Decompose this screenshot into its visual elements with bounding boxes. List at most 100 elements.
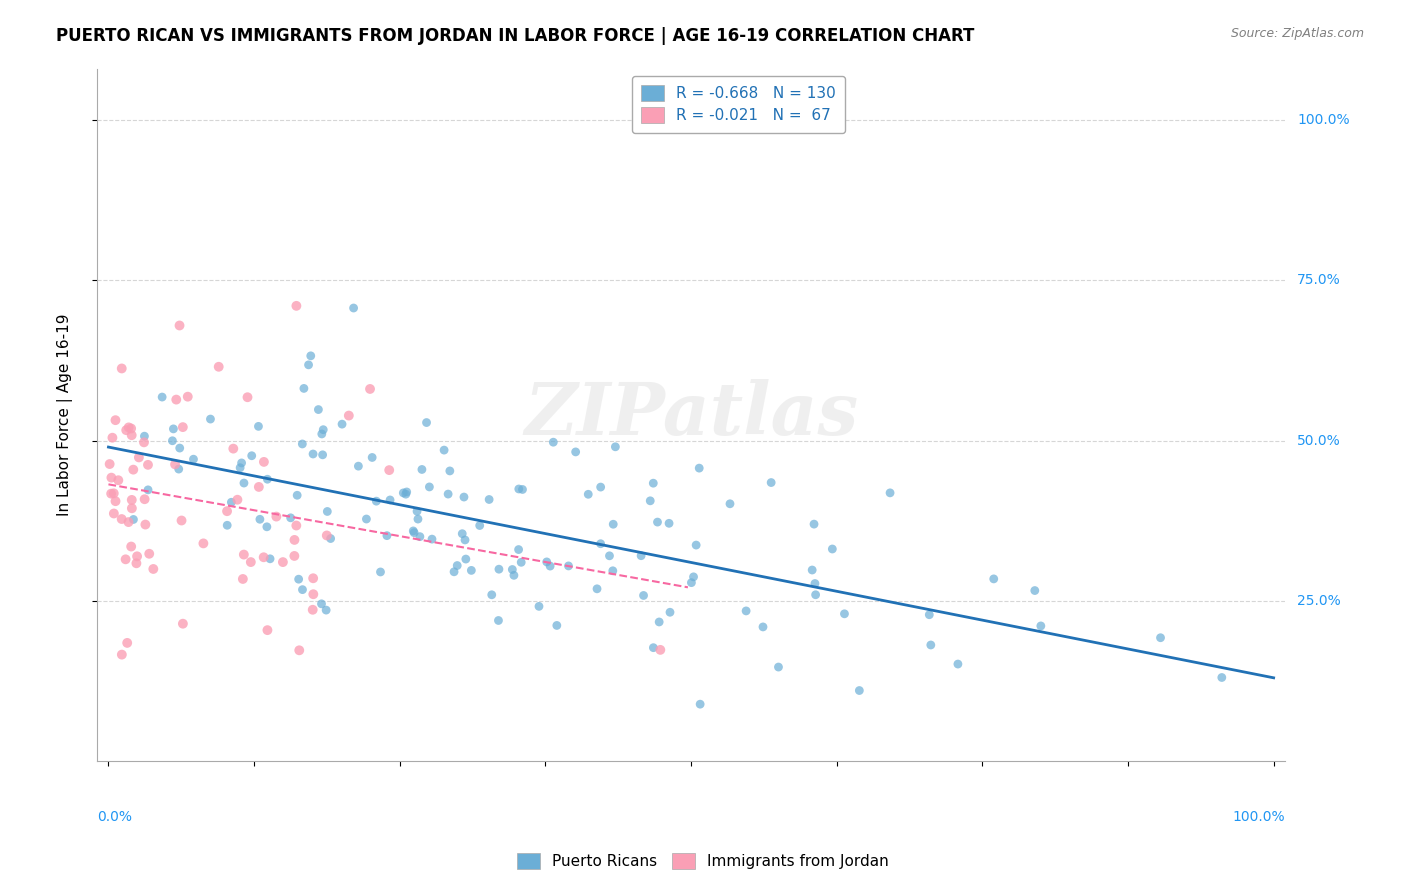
Point <box>481 588 503 602</box>
Point <box>136 458 159 472</box>
Point <box>291 437 314 451</box>
Point <box>395 485 418 500</box>
Point <box>288 643 311 657</box>
Point <box>418 480 440 494</box>
Point <box>404 525 426 540</box>
Point <box>150 390 173 404</box>
Point <box>226 492 249 507</box>
Point <box>221 495 243 509</box>
Point <box>659 605 682 619</box>
Point <box>104 494 127 508</box>
Point <box>589 537 612 551</box>
Point <box>307 402 329 417</box>
Point <box>478 492 501 507</box>
Point <box>983 572 1005 586</box>
Point <box>319 532 342 546</box>
Point <box>266 509 288 524</box>
Point <box>488 562 510 576</box>
Point <box>107 473 129 487</box>
Point <box>170 514 193 528</box>
Point <box>162 434 184 448</box>
Point <box>259 551 281 566</box>
Point <box>280 511 302 525</box>
Point <box>918 607 941 622</box>
Point <box>236 390 259 404</box>
Point <box>169 318 191 333</box>
Point <box>103 486 125 500</box>
Point <box>271 555 294 569</box>
Text: Source: ZipAtlas.com: Source: ZipAtlas.com <box>1230 27 1364 40</box>
Point <box>508 482 530 496</box>
Legend: Puerto Ricans, Immigrants from Jordan: Puerto Ricans, Immigrants from Jordan <box>510 847 896 875</box>
Point <box>503 568 526 582</box>
Point <box>103 507 125 521</box>
Legend: R = -0.668   N = 130, R = -0.021   N =  67: R = -0.668 N = 130, R = -0.021 N = 67 <box>631 76 845 133</box>
Point <box>598 549 620 563</box>
Point <box>311 427 333 442</box>
Point <box>630 549 652 563</box>
Point <box>1149 631 1171 645</box>
Point <box>115 636 138 650</box>
Point <box>420 532 443 546</box>
Point <box>834 607 856 621</box>
Point <box>406 504 429 518</box>
Point <box>165 458 187 472</box>
Point <box>803 517 825 532</box>
Point <box>433 443 456 458</box>
Point <box>451 526 474 541</box>
Point <box>366 494 388 508</box>
Point <box>586 582 609 596</box>
Point <box>681 575 703 590</box>
Point <box>768 660 790 674</box>
Point <box>576 487 599 501</box>
Point <box>111 512 134 526</box>
Point <box>297 358 319 372</box>
Point <box>446 558 468 573</box>
Point <box>115 423 138 437</box>
Point <box>120 421 142 435</box>
Point <box>208 359 231 374</box>
Point <box>283 549 305 563</box>
Point <box>510 555 533 569</box>
Point <box>804 576 827 591</box>
Point <box>239 555 262 569</box>
Point <box>361 450 384 465</box>
Point <box>253 550 276 565</box>
Point <box>946 657 969 671</box>
Point <box>536 555 558 569</box>
Point <box>232 548 254 562</box>
Point <box>301 603 323 617</box>
Point <box>193 536 215 550</box>
Point <box>437 487 460 501</box>
Text: 75.0%: 75.0% <box>1298 273 1341 287</box>
Point <box>682 570 704 584</box>
Point <box>285 299 308 313</box>
Point <box>370 565 392 579</box>
Point <box>633 589 655 603</box>
Text: PUERTO RICAN VS IMMIGRANTS FROM JORDAN IN LABOR FORCE | AGE 16-19 CORRELATION CH: PUERTO RICAN VS IMMIGRANTS FROM JORDAN I… <box>56 27 974 45</box>
Point <box>453 490 475 504</box>
Point <box>685 538 707 552</box>
Text: 50.0%: 50.0% <box>1298 434 1341 448</box>
Point <box>543 435 565 450</box>
Text: ZIPatlas: ZIPatlas <box>524 379 858 450</box>
Text: 0.0%: 0.0% <box>97 810 132 824</box>
Point <box>312 423 335 437</box>
Point <box>821 541 844 556</box>
Point <box>136 483 159 497</box>
Point <box>638 493 661 508</box>
Point <box>231 456 253 470</box>
Point <box>920 638 942 652</box>
Point <box>488 614 510 628</box>
Point <box>283 533 305 547</box>
Point <box>177 390 200 404</box>
Point <box>291 582 314 597</box>
Point <box>134 517 156 532</box>
Point <box>395 487 418 501</box>
Point <box>415 416 437 430</box>
Text: 100.0%: 100.0% <box>1298 113 1350 127</box>
Point <box>253 455 276 469</box>
Point <box>602 517 624 532</box>
Point <box>602 564 624 578</box>
Point <box>546 618 568 632</box>
